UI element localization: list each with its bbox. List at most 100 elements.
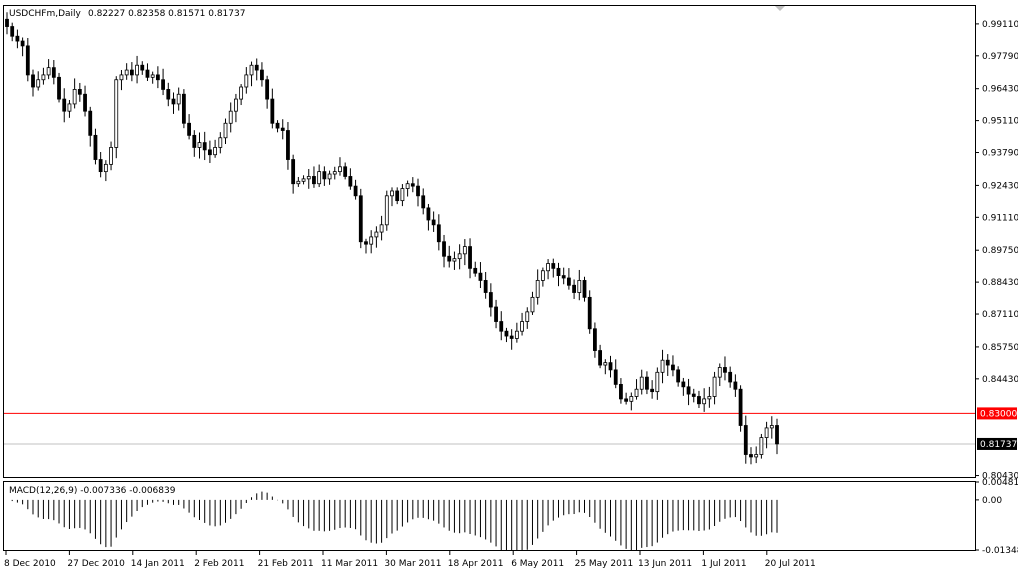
time-tick-label: 8 Dec 2010 bbox=[4, 559, 56, 569]
candle-body bbox=[759, 437, 764, 455]
time-tick-label: 21 Feb 2011 bbox=[258, 559, 314, 569]
candle-body bbox=[613, 369, 618, 385]
time-tick-label: 20 Jul 2011 bbox=[765, 559, 816, 569]
candle-body bbox=[286, 130, 290, 160]
candle-body bbox=[353, 185, 358, 197]
time-tick-label: 25 May 2011 bbox=[575, 559, 634, 569]
candle-body bbox=[197, 142, 202, 148]
time-tick-label: 13 Jun 2011 bbox=[638, 559, 692, 569]
candle-body bbox=[171, 98, 176, 105]
candle-body bbox=[98, 159, 103, 173]
candle-body bbox=[697, 396, 701, 405]
candle-body bbox=[452, 258, 457, 262]
candle-body bbox=[566, 277, 571, 286]
candle-body bbox=[629, 396, 634, 402]
price-tick-label: 0.89750 bbox=[982, 246, 1018, 256]
horizontal-lines: 0.83000 0.81737 bbox=[4, 407, 1017, 450]
candle-body bbox=[83, 93, 87, 112]
time-tick-label: 14 Jan 2011 bbox=[131, 559, 185, 569]
candle-body bbox=[598, 350, 603, 366]
macd-pane[interactable] bbox=[3, 481, 976, 551]
candle-body bbox=[535, 280, 540, 298]
candle-body bbox=[306, 176, 311, 180]
candle-body bbox=[332, 171, 337, 175]
candle-body bbox=[369, 236, 374, 245]
time-tick-label: 11 Mar 2011 bbox=[321, 559, 378, 569]
candle-body bbox=[457, 253, 462, 260]
candle-body bbox=[72, 89, 77, 105]
candle-body bbox=[249, 64, 254, 76]
candle-body bbox=[208, 149, 212, 156]
candle-body bbox=[665, 359, 670, 366]
candle-body bbox=[582, 280, 587, 298]
candle-body bbox=[114, 79, 119, 148]
candle-body bbox=[572, 284, 576, 293]
candle-body bbox=[254, 64, 259, 71]
candle-body bbox=[645, 376, 649, 390]
price-line-label: 0.83000 bbox=[980, 409, 1017, 419]
candle-body bbox=[312, 176, 316, 185]
macd-tick-label: 0.00 bbox=[982, 496, 1002, 506]
candle-body bbox=[181, 93, 186, 124]
macd-label: MACD(12,26,9) -0.007336 -0.006839 bbox=[9, 486, 176, 496]
candle-body bbox=[228, 110, 233, 124]
price-tick-label: 0.91110 bbox=[982, 213, 1018, 223]
candle-body bbox=[109, 147, 113, 165]
candle-body bbox=[390, 190, 394, 197]
time-tick-label: 2 Feb 2011 bbox=[194, 559, 244, 569]
candle-body bbox=[671, 364, 675, 371]
candle-body bbox=[192, 134, 197, 148]
candle-body bbox=[374, 231, 379, 238]
candle-body bbox=[723, 367, 727, 373]
candle-body bbox=[681, 381, 686, 388]
candle-body bbox=[442, 241, 446, 257]
candle-body bbox=[702, 398, 707, 405]
candle-body bbox=[650, 388, 655, 393]
candle-body bbox=[25, 45, 30, 76]
candle-body bbox=[301, 178, 306, 182]
candle-body bbox=[499, 321, 504, 332]
candle-body bbox=[218, 137, 223, 148]
candle-body bbox=[416, 185, 420, 197]
candle-body bbox=[358, 195, 363, 243]
candle-body bbox=[478, 272, 483, 281]
candle-body bbox=[155, 74, 160, 81]
chart-shift-marker[interactable] bbox=[775, 6, 785, 11]
time-tick-label: 18 Apr 2011 bbox=[448, 559, 504, 569]
time-tick-label: 30 Mar 2011 bbox=[384, 559, 441, 569]
price-pane[interactable] bbox=[3, 5, 976, 478]
price-tick-label: 0.85750 bbox=[982, 343, 1018, 353]
candle-body bbox=[379, 224, 384, 233]
candle-body bbox=[291, 159, 296, 185]
candle-body bbox=[124, 69, 129, 76]
candle-body bbox=[556, 267, 561, 276]
candle-body bbox=[546, 263, 550, 272]
candle-body bbox=[36, 79, 41, 88]
candle-body bbox=[488, 292, 493, 308]
candle-body bbox=[57, 76, 61, 100]
candle-body bbox=[676, 369, 681, 383]
candle-body bbox=[655, 371, 660, 393]
candle-body bbox=[67, 103, 72, 112]
candle-body bbox=[775, 425, 779, 445]
candle-body bbox=[473, 267, 478, 274]
candle-body bbox=[31, 74, 35, 88]
candle-body bbox=[660, 359, 665, 373]
candle-body bbox=[624, 398, 629, 402]
candle-body bbox=[176, 93, 181, 105]
candle-body bbox=[338, 166, 342, 173]
ohlc-label: 0.82227 0.82358 0.81571 0.81737 bbox=[88, 9, 245, 19]
time-tick-label: 6 May 2011 bbox=[511, 559, 564, 569]
candle-body bbox=[145, 69, 150, 78]
candle-body bbox=[686, 386, 691, 395]
candle-body bbox=[77, 89, 82, 95]
candle-body bbox=[129, 69, 134, 76]
price-tick-label: 0.97790 bbox=[982, 52, 1018, 62]
price-tick-label: 0.84430 bbox=[982, 375, 1018, 385]
candle-body bbox=[265, 79, 270, 100]
candle-body bbox=[561, 275, 566, 279]
candle-body bbox=[410, 183, 415, 187]
candle-body bbox=[161, 79, 165, 90]
time-tick-label: 27 Dec 2010 bbox=[67, 559, 125, 569]
